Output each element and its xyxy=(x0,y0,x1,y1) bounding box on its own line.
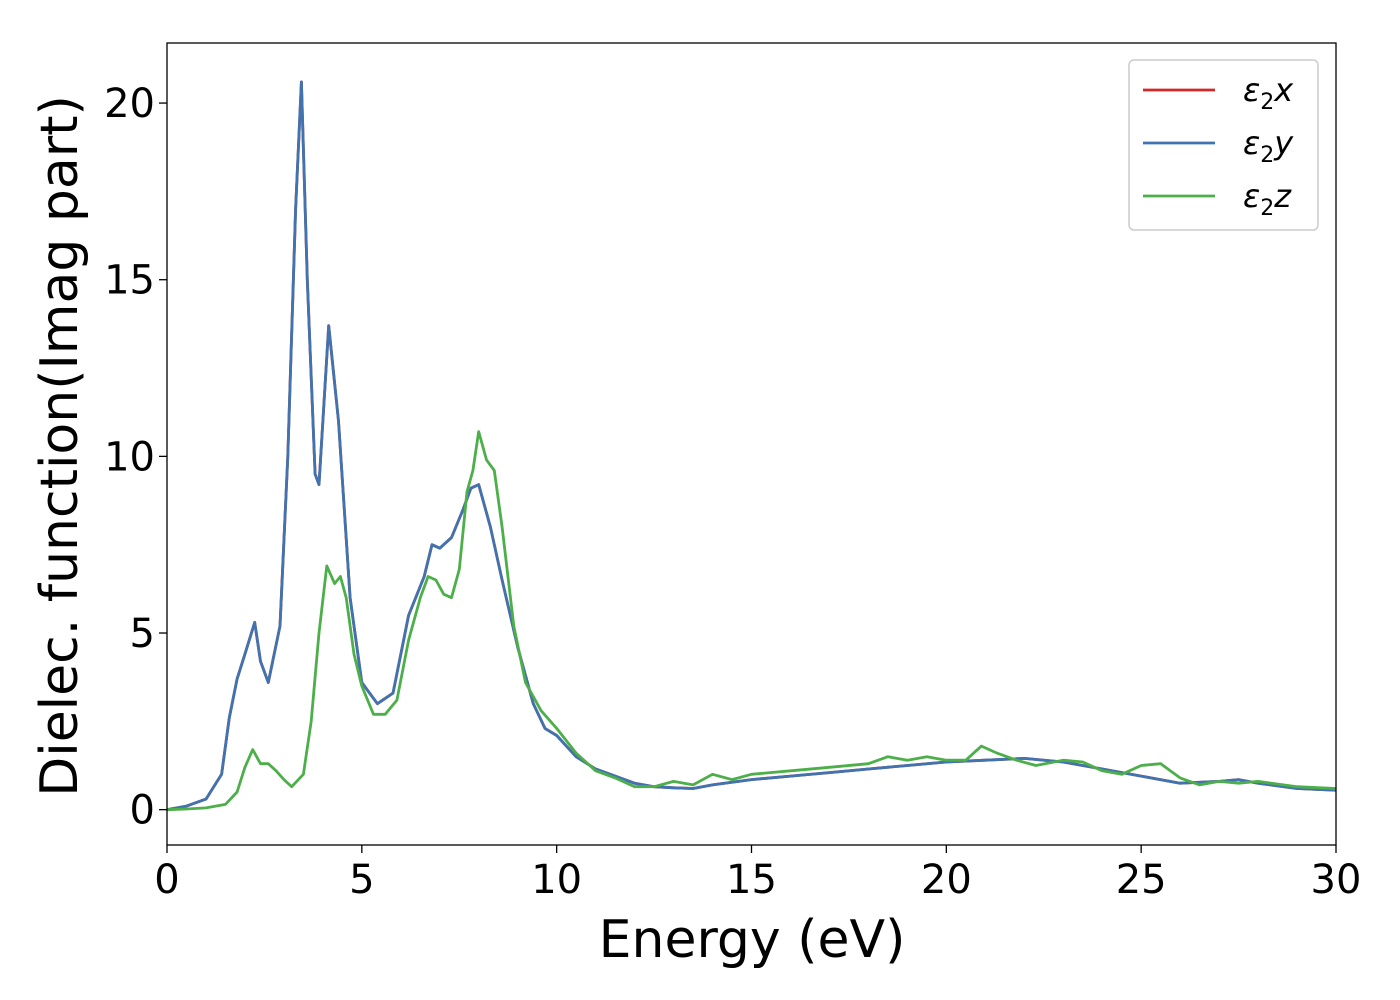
x-axis-label: Energy (eV) xyxy=(599,910,906,970)
x-tick-label: 15 xyxy=(726,857,777,903)
x-tick-label: 5 xyxy=(349,857,374,903)
y-tick-label: 5 xyxy=(130,611,155,657)
y-tick-label: 15 xyxy=(104,258,155,304)
legend-label-y: ε2y xyxy=(1243,124,1294,168)
x-tick-label: 25 xyxy=(1116,857,1167,903)
legend-box xyxy=(1128,59,1319,231)
x-tick-label: 30 xyxy=(1311,857,1362,903)
y-tick-label: 0 xyxy=(130,788,155,834)
x-tick-label: 10 xyxy=(531,857,582,903)
legend-label-x: ε2x xyxy=(1243,71,1294,115)
legend: ε2x ε2y ε2z xyxy=(1128,59,1319,231)
y-axis-label: Dielec. function(Imag part) xyxy=(30,95,90,797)
y-axis-ticks: 0 5 10 15 20 xyxy=(104,81,167,834)
y-tick-label: 20 xyxy=(104,81,155,127)
x-tick-label: 20 xyxy=(921,857,972,903)
x-tick-label: 0 xyxy=(154,857,179,903)
series-line-y xyxy=(167,80,1336,812)
x-axis-ticks: 0 5 10 15 20 25 30 xyxy=(154,845,1361,903)
legend-label-z: ε2z xyxy=(1243,177,1292,221)
series-line-z xyxy=(167,430,1336,812)
y-tick-label: 10 xyxy=(104,434,155,480)
